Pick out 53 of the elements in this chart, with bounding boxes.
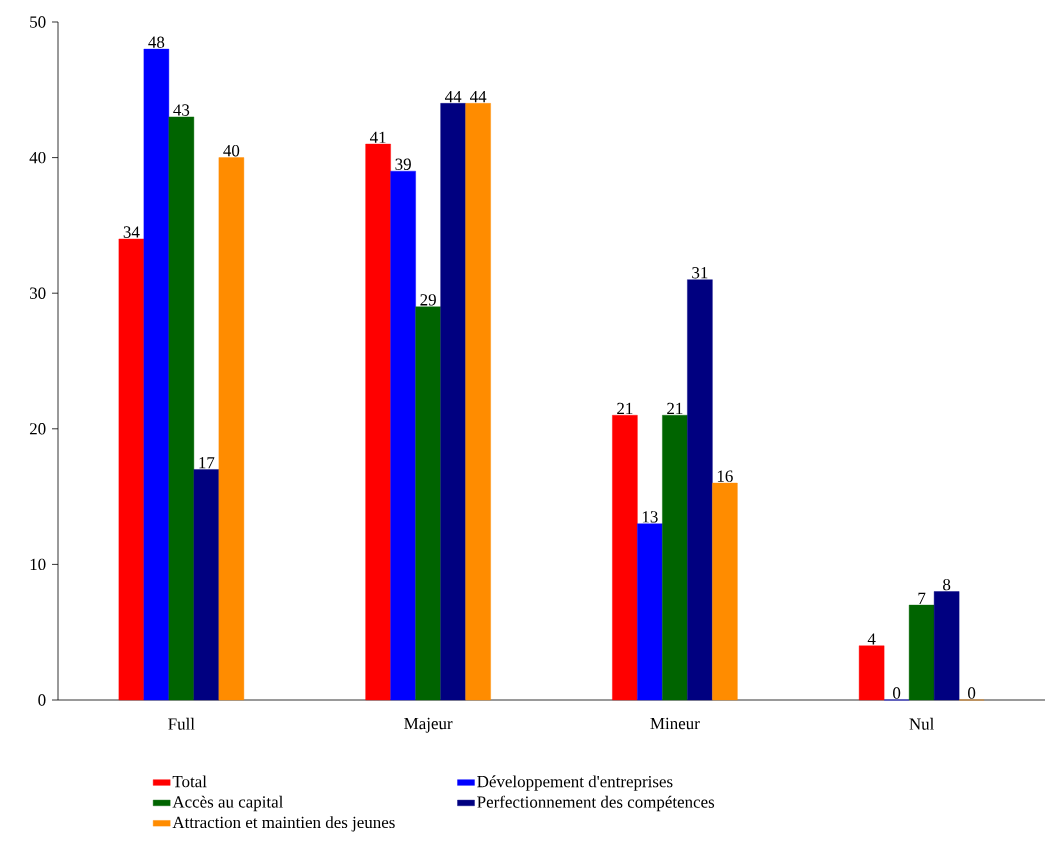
bar bbox=[440, 103, 466, 701]
bar bbox=[193, 469, 220, 701]
y-tick-label: 20 bbox=[29, 423, 46, 435]
data-label: 13 bbox=[642, 511, 658, 523]
x-tick-label: Mineur bbox=[650, 717, 700, 730]
data-label: 44 bbox=[444, 91, 462, 103]
bar bbox=[858, 645, 885, 701]
data-label: 0 bbox=[893, 687, 901, 699]
bar bbox=[118, 238, 145, 701]
bar bbox=[390, 170, 416, 701]
bar bbox=[218, 157, 245, 701]
bar bbox=[365, 143, 391, 701]
legend-label: Attraction et maintien des jeunes bbox=[172, 816, 395, 832]
data-label: 8 bbox=[943, 578, 951, 591]
data-label: 34 bbox=[123, 226, 140, 238]
data-label: 4 bbox=[867, 633, 876, 645]
data-label: 17 bbox=[199, 457, 215, 469]
bar bbox=[168, 116, 195, 701]
x-tick-label: Full bbox=[168, 717, 195, 730]
bar bbox=[465, 103, 491, 701]
data-label: 21 bbox=[617, 402, 633, 415]
data-label: 48 bbox=[148, 36, 165, 48]
bar bbox=[637, 523, 663, 701]
data-label: 43 bbox=[173, 104, 190, 116]
bar bbox=[143, 48, 170, 701]
y-tick-label: 30 bbox=[30, 287, 46, 299]
y-tick-label: 40 bbox=[29, 151, 46, 164]
y-tick-label: 0 bbox=[38, 694, 46, 706]
bar bbox=[933, 591, 960, 701]
data-label: 0 bbox=[968, 687, 976, 699]
data-label: 7 bbox=[918, 592, 926, 604]
legend-label: Perfectionnement des compétences bbox=[477, 795, 715, 812]
data-label: 21 bbox=[667, 402, 683, 415]
data-label: 31 bbox=[692, 267, 708, 279]
x-tick-label: Majeur bbox=[404, 717, 453, 733]
data-label: 39 bbox=[395, 158, 411, 170]
bar bbox=[908, 604, 935, 701]
bar bbox=[662, 415, 688, 701]
x-tick-label: Nul bbox=[909, 717, 934, 730]
data-label: 29 bbox=[420, 294, 436, 306]
bar bbox=[612, 415, 638, 701]
bar bbox=[712, 482, 738, 701]
bar bbox=[687, 279, 713, 701]
y-tick-label: 50 bbox=[30, 16, 46, 28]
legend-label: Total bbox=[172, 775, 207, 788]
legend-label: Développement d'entreprises bbox=[477, 775, 673, 791]
data-label: 41 bbox=[369, 131, 386, 143]
bar bbox=[415, 306, 441, 701]
data-label: 40 bbox=[223, 144, 240, 157]
data-label: 16 bbox=[717, 470, 733, 482]
data-label: 44 bbox=[469, 91, 487, 103]
legend-label: Accès au capital bbox=[172, 795, 284, 812]
y-tick-label: 10 bbox=[30, 558, 46, 571]
